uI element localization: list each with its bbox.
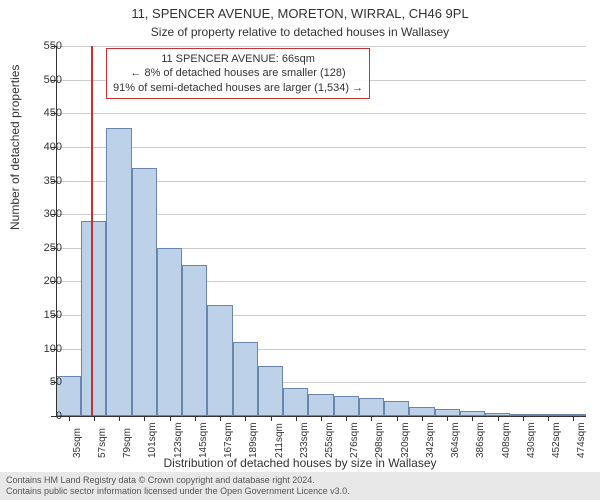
- ytick-label: 550: [22, 40, 62, 52]
- chart-subtitle: Size of property relative to detached ho…: [0, 23, 600, 39]
- x-axis: [56, 416, 586, 417]
- xtick-label: 298sqm: [374, 422, 385, 458]
- xtick-label: 167sqm: [223, 422, 234, 458]
- footer-line2: Contains public sector information licen…: [6, 486, 594, 497]
- histogram-bar: [182, 265, 207, 416]
- histogram-bar: [233, 342, 258, 416]
- xtick-label: 211sqm: [274, 423, 285, 458]
- y-axis-label: Number of detached properties: [8, 65, 22, 230]
- histogram-bar: [157, 248, 182, 416]
- ytick-label: 400: [22, 141, 62, 153]
- xtick-label: 101sqm: [147, 422, 158, 458]
- histogram-bar: [308, 394, 333, 416]
- xtick-label: 123sqm: [173, 422, 184, 458]
- reference-line: [91, 46, 93, 416]
- xtick-label: 35sqm: [72, 428, 83, 458]
- ytick-label: 350: [22, 175, 62, 187]
- xtick-label: 408sqm: [501, 422, 512, 458]
- chart-container: 11, SPENCER AVENUE, MORETON, WIRRAL, CH4…: [0, 0, 600, 500]
- xtick-label: 430sqm: [526, 422, 537, 458]
- x-axis-label: Distribution of detached houses by size …: [0, 456, 600, 470]
- histogram-bar: [132, 168, 157, 416]
- ytick-label: 250: [22, 242, 62, 254]
- xtick-label: 386sqm: [475, 422, 486, 458]
- annotation-line3: 91% of semi-detached houses are larger (…: [113, 81, 363, 95]
- histogram-bar: [435, 409, 460, 416]
- xtick-label: 342sqm: [425, 422, 436, 458]
- xtick-label: 233sqm: [299, 422, 310, 458]
- histogram-bar: [207, 305, 232, 416]
- xtick-label: 452sqm: [551, 422, 562, 458]
- xtick-label: 364sqm: [450, 422, 461, 458]
- histogram-bar: [384, 401, 409, 416]
- ytick-label: 300: [22, 208, 62, 220]
- footer: Contains HM Land Registry data © Crown c…: [0, 472, 600, 500]
- ytick-label: 500: [22, 74, 62, 86]
- ytick-label: 200: [22, 275, 62, 287]
- xtick-label: 145sqm: [198, 422, 209, 458]
- histogram-bar: [334, 396, 359, 416]
- annotation-line2: ← 8% of detached houses are smaller (128…: [113, 66, 363, 80]
- plot-area: 35sqm57sqm79sqm101sqm123sqm145sqm167sqm1…: [56, 46, 586, 416]
- histogram-bar: [81, 221, 106, 416]
- xtick-label: 57sqm: [97, 428, 108, 458]
- histogram-bar: [359, 398, 384, 416]
- xtick-label: 320sqm: [400, 422, 411, 458]
- xtick-label: 474sqm: [576, 422, 587, 458]
- ytick-label: 0: [22, 410, 62, 422]
- ytick-label: 50: [22, 376, 62, 388]
- y-axis: [56, 46, 57, 416]
- ytick-label: 450: [22, 107, 62, 119]
- grid-line: [56, 46, 586, 47]
- annotation-box: 11 SPENCER AVENUE: 66sqm ← 8% of detache…: [106, 48, 370, 99]
- xtick-label: 189sqm: [248, 422, 259, 458]
- xtick-label: 255sqm: [324, 422, 335, 458]
- annotation-line1: 11 SPENCER AVENUE: 66sqm: [113, 52, 363, 66]
- grid-line: [56, 113, 586, 114]
- ytick-label: 100: [22, 343, 62, 355]
- chart-title: 11, SPENCER AVENUE, MORETON, WIRRAL, CH4…: [0, 0, 600, 23]
- ytick-label: 150: [22, 309, 62, 321]
- grid-line: [56, 147, 586, 148]
- histogram-bar: [106, 128, 131, 416]
- histogram-bar: [283, 388, 308, 416]
- xtick-label: 79sqm: [122, 428, 133, 458]
- xtick-label: 276sqm: [349, 422, 360, 458]
- histogram-bar: [258, 366, 283, 416]
- footer-line1: Contains HM Land Registry data © Crown c…: [6, 475, 594, 486]
- histogram-bar: [409, 407, 434, 416]
